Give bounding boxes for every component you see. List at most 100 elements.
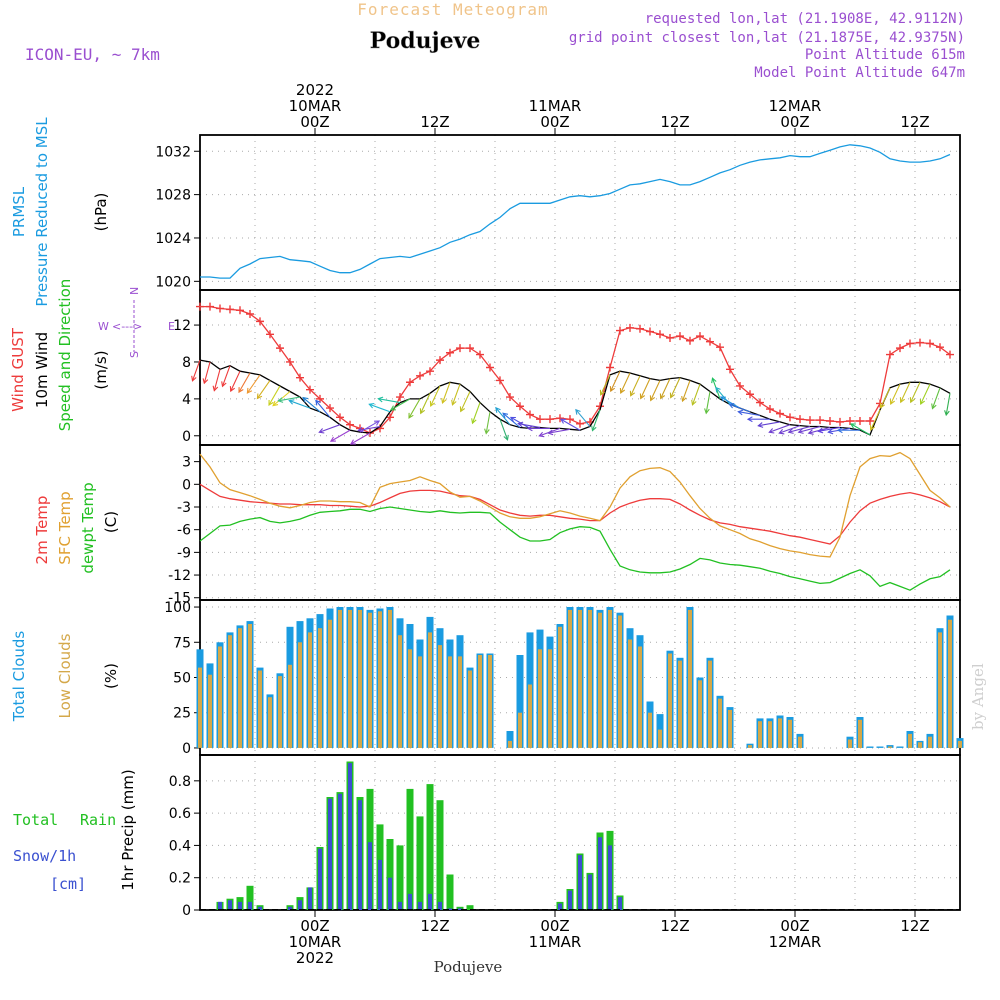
gust-line-marker — [246, 309, 254, 318]
wind-direction-arrow — [330, 429, 351, 442]
gust-line-marker — [456, 344, 464, 353]
wind-direction-arrow — [221, 365, 231, 387]
low-cloud-bar — [308, 632, 312, 748]
wind-direction-arrow — [640, 378, 651, 399]
snow-bar — [378, 859, 382, 910]
wind-arrow-head — [575, 408, 581, 415]
y-tick-label: 0 — [182, 429, 191, 445]
snow-bar — [328, 798, 332, 910]
x-tick-label-top: 2022 — [296, 81, 334, 99]
snow-bar — [348, 763, 352, 910]
requested-coords: requested lon,lat (21.1908E, 42.9112N) — [645, 11, 965, 27]
low-cloud-bar — [348, 609, 352, 748]
snow-bar — [578, 855, 582, 910]
compass-east: E — [168, 320, 175, 333]
low-cloud-bar — [408, 649, 412, 748]
snow-bar — [308, 887, 312, 910]
wind-arrow-head — [719, 396, 726, 402]
watermark: by Angel — [969, 663, 987, 730]
wind-direction-arrow — [350, 432, 371, 445]
wind-direction-arrow — [460, 391, 471, 412]
wind-arrow-head — [807, 429, 814, 435]
wind-arrow-head — [547, 429, 554, 436]
pressure-line — [200, 144, 951, 279]
gust-line-marker — [926, 339, 934, 348]
gust-line-marker — [276, 344, 284, 353]
ylabel-pct: (%) — [102, 663, 120, 689]
low-cloud-bar — [438, 645, 442, 748]
snow-bar — [228, 900, 232, 910]
low-cloud-bar — [858, 719, 862, 748]
wind-direction-arrow — [430, 385, 441, 407]
wind-direction-arrow — [650, 380, 661, 401]
point-altitude: Point Altitude 615m — [805, 47, 965, 63]
wind-arrow-head — [944, 410, 950, 417]
wind-direction-arrow — [319, 424, 341, 433]
gust-line-marker — [716, 343, 724, 352]
y-tick-label: 1024 — [155, 231, 191, 247]
wind-arrow-head — [787, 428, 794, 434]
rain-bar — [466, 905, 474, 910]
wind-direction-arrow — [485, 411, 491, 434]
gust-line-marker — [806, 416, 814, 425]
snow-bar — [318, 848, 322, 910]
wind-speed-line — [199, 359, 951, 436]
sfc-temp-line — [199, 451, 951, 558]
low-cloud-bar — [708, 660, 712, 748]
wind-direction-arrow — [600, 374, 611, 396]
wind-arrow-head — [746, 416, 753, 423]
wind-direction-arrow — [870, 409, 881, 431]
wind-arrow-head — [503, 434, 509, 441]
wind-arrow-head — [288, 399, 295, 405]
wind-arrow-head — [757, 422, 764, 428]
wind-arrow-head — [817, 427, 824, 434]
wind-arrow-head — [629, 390, 636, 397]
gust-line-marker — [286, 357, 294, 366]
wind-direction-arrow — [610, 370, 621, 392]
low-cloud-bar — [228, 635, 232, 748]
low-cloud-bar — [848, 739, 852, 748]
gust-line-marker — [826, 417, 834, 426]
y-tick-label: 3 — [182, 455, 191, 471]
wind-direction-arrow — [705, 391, 711, 414]
snow-bar — [558, 903, 562, 910]
wind-arrow-head — [441, 397, 447, 404]
gust-line-marker — [436, 356, 444, 365]
low-cloud-bar — [468, 670, 472, 748]
gust-line-marker — [476, 350, 484, 359]
low-cloud-bar — [198, 667, 202, 748]
wind-arrow-head — [315, 399, 321, 406]
wind-arrow-head — [919, 399, 926, 406]
snow-bar — [598, 837, 602, 910]
wind-direction-arrow — [591, 409, 601, 431]
low-cloud-bar — [588, 609, 592, 748]
gust-line-marker — [576, 419, 584, 428]
low-cloud-bar — [528, 684, 532, 748]
wind-arrow-head — [609, 386, 616, 393]
model-label: ICON-EU, ~ 7km — [25, 45, 160, 64]
x-tick-label-bottom: 12Z — [420, 917, 449, 935]
ylabel-speed-direction: Speed and Direction — [56, 279, 74, 432]
wind-arrow-head — [272, 400, 279, 407]
x-tick-label-bottom: 00Z — [540, 917, 569, 935]
wind-arrow-head — [246, 387, 253, 394]
low-cloud-bar — [398, 635, 402, 748]
gust-line-marker — [756, 398, 764, 407]
wind-arrow-head — [768, 428, 775, 434]
snow-bar — [428, 893, 432, 910]
x-tick-label-top: 12MAR — [769, 97, 822, 115]
gust-line-marker — [546, 415, 554, 424]
total-cloud-bar — [876, 746, 884, 748]
x-tick-label-top: 12Z — [660, 113, 689, 131]
gust-line-marker — [746, 390, 754, 399]
wind-arrow-head — [318, 428, 325, 434]
y-tick-label: 4 — [182, 392, 191, 408]
wind-arrow-head — [202, 378, 209, 385]
wind-arrow-head — [517, 421, 524, 428]
gridpoint-coords: grid point closest lon,lat (21.1875E, 42… — [569, 30, 965, 46]
wind-direction-arrow — [451, 383, 461, 405]
wind-arrow-head — [649, 395, 656, 402]
wind-arrow-head — [277, 397, 284, 403]
gust-line-marker — [226, 305, 234, 314]
